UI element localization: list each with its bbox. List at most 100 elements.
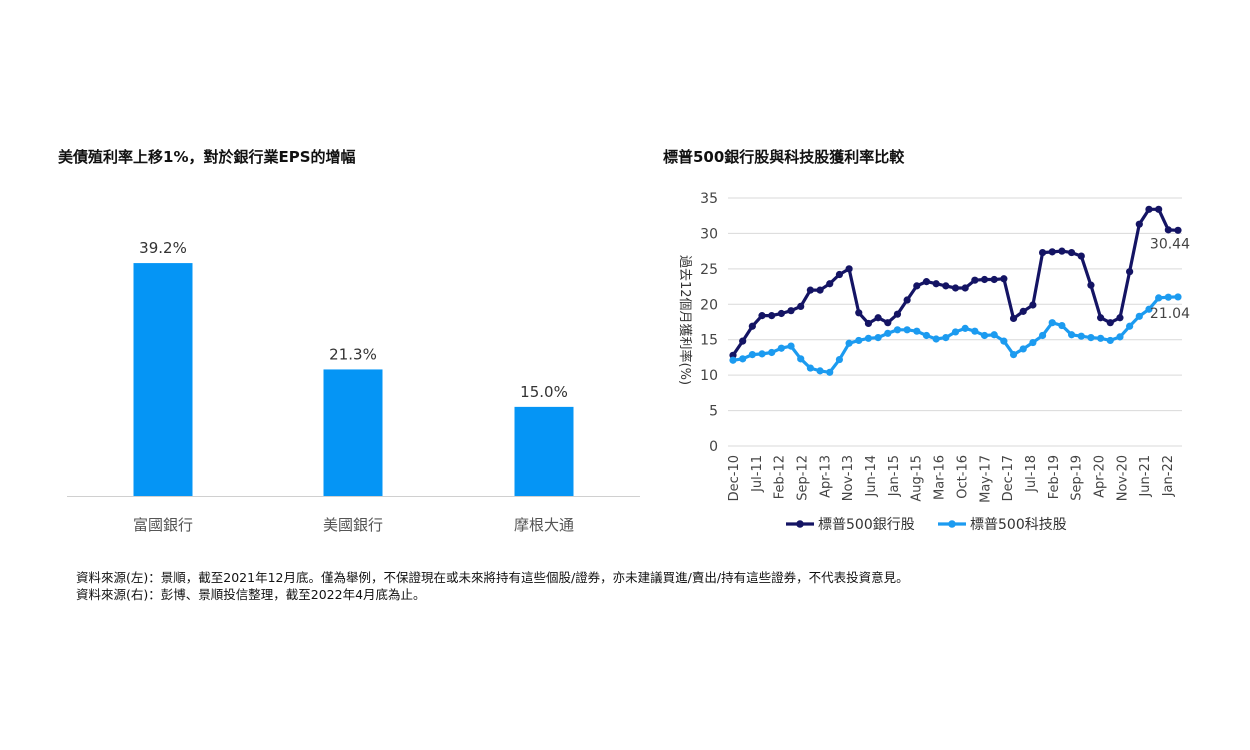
- series-1-point: [903, 296, 911, 304]
- series-1-point: [777, 309, 785, 318]
- series-1-point: [942, 282, 950, 290]
- series-2-point: [1087, 333, 1095, 342]
- y-tick-label: 30: [700, 226, 718, 242]
- series-1-point: [932, 280, 940, 288]
- bar-value-label: 15.0%: [520, 383, 568, 401]
- series-1-point: [1097, 314, 1105, 322]
- series-2-point: [797, 355, 805, 363]
- series-1-point: [864, 319, 873, 328]
- series-2-point: [1174, 293, 1182, 301]
- x-tick-label: Apr-20: [1092, 455, 1107, 498]
- series-1-point: [1077, 252, 1085, 260]
- series-2-point: [864, 334, 873, 342]
- series-1-point: [835, 270, 844, 279]
- series-1-point: [893, 310, 902, 318]
- x-tick-label: Sep-12: [796, 455, 811, 501]
- x-tick-label: Oct-16: [955, 455, 970, 499]
- left-chart-title: 美債殖利率上移1%，對於銀行業EPS的增幅: [58, 148, 356, 166]
- series-2-point: [913, 327, 921, 335]
- series-2-point: [1145, 305, 1153, 313]
- series-1-point: [826, 280, 834, 288]
- series-end-label: 21.04: [1150, 306, 1190, 322]
- series-1-point: [990, 275, 998, 284]
- series-1-point: [961, 284, 969, 292]
- y-tick-label: 15: [700, 333, 718, 349]
- series-1-point: [1067, 248, 1076, 257]
- series-end-label: 30.44: [1150, 236, 1190, 252]
- series-1-point: [748, 322, 756, 330]
- x-tick-label: Jun-21: [1138, 455, 1153, 498]
- series-1-point: [1174, 226, 1182, 234]
- x-tick-label: Apr-13: [818, 455, 833, 498]
- series-2-point: [855, 336, 863, 345]
- x-tick-label: Dec-10: [727, 455, 742, 501]
- series-1-point: [1048, 248, 1056, 256]
- series-1-point: [884, 319, 892, 327]
- series-2-point: [739, 355, 747, 363]
- series-1-point: [922, 278, 931, 286]
- bar-category-label: 摩根大通: [514, 516, 574, 534]
- series-1-point: [1164, 226, 1172, 234]
- series-2-point: [1126, 322, 1134, 330]
- series-2-point: [748, 350, 756, 359]
- x-tick-label: Jul-18: [1024, 455, 1039, 493]
- series-2-point: [1029, 338, 1037, 347]
- series-1-point: [1126, 268, 1134, 276]
- series-2-point: [845, 339, 853, 347]
- bar-category-label: 富國銀行: [133, 516, 193, 534]
- series-1-point: [845, 265, 853, 273]
- x-tick-label: Aug-15: [910, 455, 925, 502]
- series-1-point: [758, 312, 766, 320]
- y-tick-label: 10: [700, 368, 718, 384]
- source-right-note: 資料來源(右)：彭博、景順投信整理，截至2022年4月底為止。: [76, 587, 426, 602]
- bar-value-label: 21.3%: [329, 345, 377, 363]
- series-2-point: [1164, 293, 1172, 301]
- series-2-point: [1116, 333, 1124, 341]
- series-2-point: [874, 333, 882, 342]
- series-2-point: [816, 367, 824, 375]
- series-1-point: [874, 314, 882, 322]
- x-tick-label: Mar-16: [933, 455, 948, 500]
- y-tick-label: 5: [709, 404, 718, 420]
- series-2-point: [1000, 337, 1008, 345]
- series-2-point: [1048, 319, 1056, 327]
- right-chart-title: 標普500銀行股與科技股獲利率比較: [663, 148, 905, 166]
- series-1-point: [787, 307, 795, 315]
- series-1-point: [1135, 220, 1143, 228]
- series-1-point: [816, 286, 824, 294]
- series-2-point: [942, 333, 950, 342]
- bar-value-label: 39.2%: [139, 239, 187, 257]
- series-1-point: [1058, 247, 1066, 255]
- series-2-point: [1058, 321, 1066, 330]
- series-2-point: [826, 368, 834, 376]
- series-2-point: [893, 326, 902, 334]
- series-1-point: [1000, 275, 1008, 283]
- legend-label: 標普500銀行股: [818, 517, 915, 533]
- series-1-point: [739, 337, 747, 345]
- legend-swatch-marker: [796, 520, 804, 528]
- series-1-point: [1106, 319, 1114, 327]
- series-2-point: [1135, 312, 1143, 320]
- series-1-point: [913, 282, 921, 290]
- series-2-point: [835, 355, 844, 364]
- y-tick-label: 20: [700, 297, 718, 313]
- series-2-point: [951, 328, 960, 336]
- series-1-point: [1019, 307, 1027, 315]
- legend-swatch-marker: [948, 520, 956, 528]
- series-1-point: [1155, 205, 1163, 213]
- series-2-point: [903, 326, 911, 334]
- series-1-point: [971, 276, 979, 284]
- series-1-point: [797, 302, 805, 311]
- series-2-point: [1019, 345, 1027, 353]
- x-tick-label: Sep-19: [1070, 455, 1085, 501]
- x-tick-label: May-17: [978, 455, 993, 503]
- y-tick-label: 35: [700, 191, 718, 207]
- bar-3: [514, 406, 574, 496]
- series-2-point: [768, 348, 776, 357]
- series-2-point: [806, 364, 814, 372]
- series-1-point: [1029, 301, 1037, 309]
- source-left-note: 資料來源(左)：景順，截至2021年12月底。僅為舉例，不保證現在或未來將持有這…: [76, 570, 909, 585]
- x-tick-label: Jan-22: [1161, 455, 1176, 497]
- series-1-point: [768, 312, 776, 320]
